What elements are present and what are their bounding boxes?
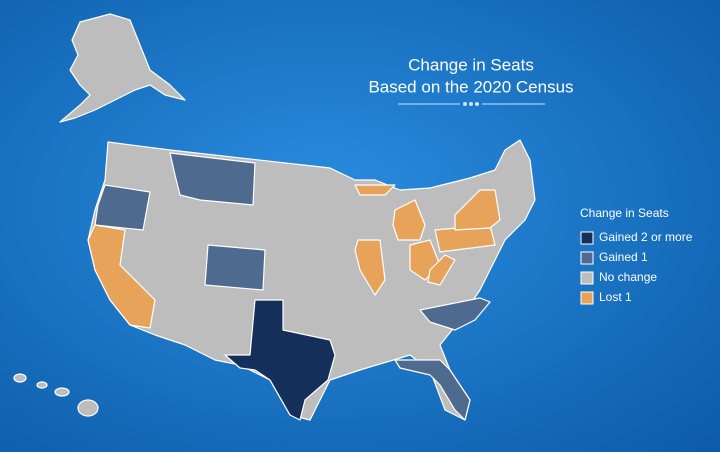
title: Based on the 2020 Census (368, 77, 573, 96)
state (94, 184, 151, 231)
state (394, 359, 471, 421)
state (354, 239, 386, 296)
state (454, 189, 501, 231)
state (354, 184, 396, 196)
legend-swatch (580, 251, 594, 265)
legend-swatch (580, 291, 594, 305)
divider (398, 102, 545, 106)
state (36, 381, 48, 389)
state (224, 299, 336, 421)
title: Change in Seats (408, 55, 534, 74)
state (54, 387, 70, 397)
state (87, 224, 156, 329)
legend-label: Gained 1 (599, 250, 648, 264)
state (169, 152, 256, 206)
state (419, 297, 491, 331)
hawaii (13, 373, 99, 417)
state (427, 254, 456, 286)
legend-label: No change (599, 270, 657, 284)
legend-label: Gained 2 or more (599, 230, 693, 244)
state (77, 399, 99, 417)
state (392, 199, 426, 241)
state (13, 373, 27, 383)
legend-swatch (580, 271, 594, 285)
legend: Change in Seats Gained 2 or more Gained 1… (580, 206, 693, 305)
state (59, 13, 186, 123)
legend-swatch (580, 231, 594, 245)
legend-title: Change in Seats (580, 206, 669, 220)
state (204, 244, 266, 291)
legend-label: Lost 1 (599, 290, 632, 304)
